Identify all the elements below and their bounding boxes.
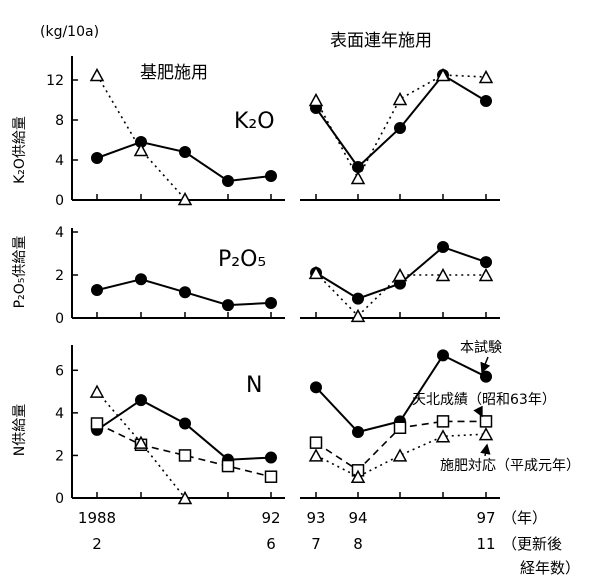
data-point-square bbox=[309, 436, 323, 449]
data-point-circle bbox=[222, 299, 234, 312]
x-sub-tick-label: 2 bbox=[92, 535, 102, 553]
y-tick-label: 0 bbox=[55, 193, 64, 209]
data-point-triangle bbox=[133, 435, 149, 449]
y-tick-label: 2 bbox=[55, 448, 64, 464]
data-point-circle bbox=[265, 170, 277, 182]
data-point-triangle bbox=[478, 427, 494, 441]
data-point-triangle bbox=[133, 142, 149, 157]
y-tick-label: 0 bbox=[55, 491, 64, 507]
p2o5-panel: 0 2 4 bbox=[55, 225, 500, 327]
data-point-circle bbox=[265, 296, 277, 309]
data-point-triangle bbox=[350, 469, 366, 483]
data-point-triangle bbox=[89, 384, 105, 398]
data-point-triangle bbox=[308, 265, 324, 280]
data-point-triangle bbox=[435, 267, 451, 282]
annotation-this-study: 本試験 bbox=[460, 340, 502, 356]
y-tick-label: 12 bbox=[46, 73, 64, 89]
x-sub-tick-label: 6 bbox=[266, 535, 276, 553]
data-point-triangle bbox=[392, 91, 408, 106]
x-sub-unit-line2: 経年数） bbox=[520, 559, 580, 577]
data-point-triangle bbox=[350, 308, 366, 323]
group-label-basal: 基肥施用 bbox=[140, 63, 208, 83]
unit-label: (kg/10a) bbox=[40, 24, 99, 40]
panel-label-p2o5: P₂O₅ bbox=[218, 247, 266, 272]
data-point-circle bbox=[480, 256, 492, 269]
data-point-circle bbox=[179, 146, 191, 158]
data-point-circle bbox=[91, 284, 103, 297]
x-sub-tick-label: 8 bbox=[353, 535, 363, 553]
data-point-circle bbox=[222, 175, 234, 187]
data-point-circle bbox=[179, 286, 191, 299]
data-point-circle bbox=[394, 122, 406, 134]
y-tick-label: 4 bbox=[55, 153, 64, 169]
data-point-circle bbox=[91, 152, 103, 164]
x-sub-tick-label: 7 bbox=[311, 535, 321, 553]
x-tick-label: 93 bbox=[306, 509, 325, 527]
annotation-tenpoku: 天北成績（昭和63年） bbox=[412, 392, 556, 408]
data-point-triangle bbox=[435, 429, 451, 443]
y-tick-label: 4 bbox=[55, 225, 64, 241]
y-tick-label: 2 bbox=[55, 268, 64, 284]
x-tick-label: 94 bbox=[348, 509, 367, 527]
ylabel-p2o5: P₂O₅供給量 bbox=[12, 236, 28, 309]
annotation-tenpoku-arrow bbox=[473, 405, 483, 418]
data-point-circle bbox=[480, 370, 492, 383]
data-point-triangle bbox=[392, 267, 408, 282]
x-year-unit: （年） bbox=[502, 509, 547, 527]
y-tick-label: 8 bbox=[55, 113, 64, 129]
panel-label-n: N bbox=[246, 373, 262, 398]
data-point-square bbox=[264, 470, 278, 483]
data-point-circle bbox=[352, 292, 364, 305]
data-point-triangle bbox=[392, 448, 408, 462]
y-tick-label: 6 bbox=[55, 363, 64, 379]
data-point-circle bbox=[135, 273, 147, 286]
data-point-square bbox=[393, 421, 407, 435]
k2o-panel: 0 4 8 12 bbox=[46, 56, 500, 209]
data-point-circle bbox=[352, 426, 364, 439]
ylabel-n: N供給量 bbox=[12, 404, 28, 456]
group-label-surface: 表面連年施用 bbox=[330, 31, 432, 51]
data-point-circle bbox=[437, 349, 449, 362]
x-sub-tick-label: 11 bbox=[476, 535, 495, 553]
data-point-triangle bbox=[89, 67, 105, 82]
data-point-circle bbox=[265, 451, 277, 464]
data-point-circle bbox=[480, 95, 492, 107]
data-point-square bbox=[436, 415, 450, 428]
data-point-square bbox=[479, 415, 493, 428]
y-tick-label: 0 bbox=[55, 311, 64, 327]
y-tick-label: 4 bbox=[55, 406, 64, 422]
data-point-square bbox=[178, 449, 192, 462]
annotation-fertilizer: 施肥対応（平成元年） bbox=[440, 458, 580, 474]
panel-label-k2o: K₂O bbox=[234, 109, 275, 134]
annotation-fertilizer-arrow bbox=[480, 443, 491, 457]
ylabel-k2o: K₂O供給量 bbox=[12, 116, 28, 184]
data-point-circle bbox=[437, 241, 449, 254]
n-panel: 0 2 4 6 bbox=[55, 345, 500, 507]
data-point-circle bbox=[310, 381, 322, 394]
x-sub-unit-line1: （更新後 bbox=[502, 535, 562, 553]
x-tick-label: 1988 bbox=[78, 509, 116, 527]
data-point-triangle bbox=[177, 191, 193, 206]
data-point-circle bbox=[179, 417, 191, 430]
data-point-square bbox=[221, 459, 235, 473]
data-point-triangle bbox=[478, 267, 494, 282]
x-tick-label: 92 bbox=[261, 509, 280, 527]
series-line-1-1 bbox=[315, 74, 487, 180]
data-point-triangle bbox=[177, 490, 193, 505]
series-line-2-1 bbox=[315, 433, 487, 478]
data-point-triangle bbox=[308, 448, 324, 462]
data-point-triangle bbox=[435, 67, 451, 82]
data-point-circle bbox=[135, 394, 147, 407]
data-point-triangle bbox=[478, 69, 494, 84]
series-line-0-1 bbox=[315, 73, 487, 169]
x-axis-labels: 1988 2 92 6 93 7 94 8 97 11 bbox=[78, 509, 496, 553]
data-point-triangle bbox=[350, 170, 366, 185]
data-point-square bbox=[90, 417, 104, 430]
annotation-this-study-arrow bbox=[480, 356, 491, 374]
x-tick-label: 97 bbox=[476, 509, 495, 527]
data-point-triangle bbox=[308, 92, 324, 107]
data-point-circle bbox=[352, 161, 364, 173]
data-point-circle bbox=[135, 136, 147, 148]
